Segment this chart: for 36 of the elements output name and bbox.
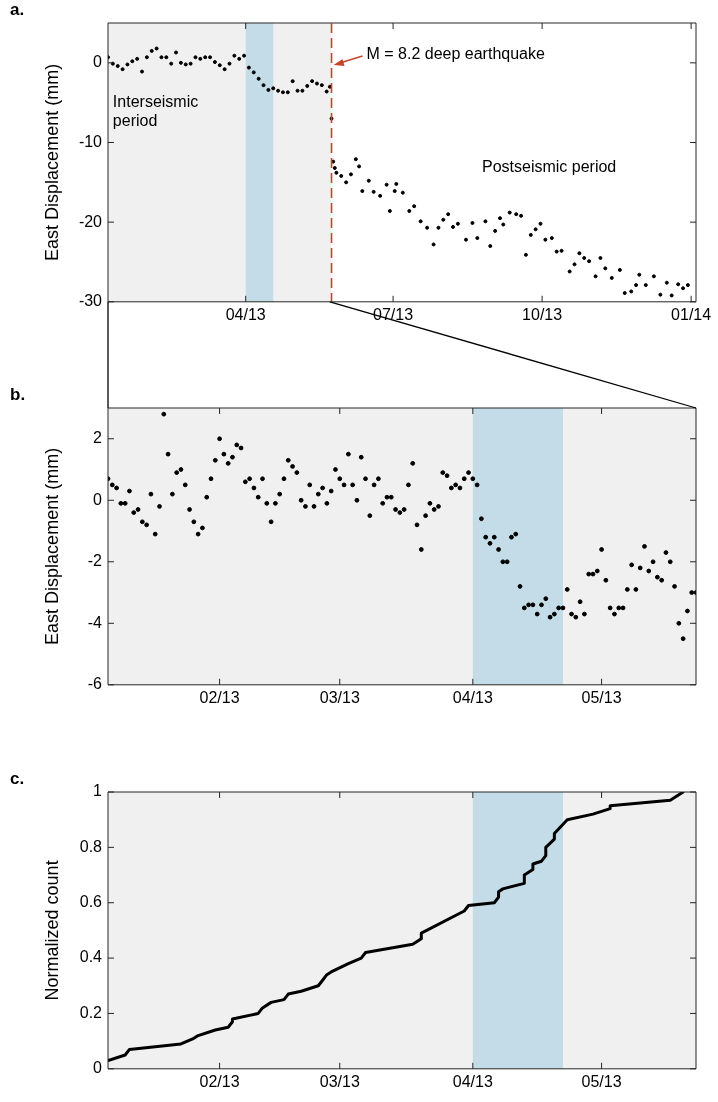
y-tick-label: -4 [87,613,103,631]
x-tick-label: 03/13 [319,688,360,706]
x-tick-label: 04/13 [452,1072,493,1090]
x-tick-label: 02/13 [199,1072,240,1090]
y-tick-label: 0.4 [79,948,103,966]
annotation: Interseismic period [112,93,199,130]
x-tick-label: 05/13 [581,688,622,706]
x-tick-label: 05/13 [581,1072,622,1090]
x-tick-label: 01/14 [671,305,712,323]
y-tick-label: -2 [87,552,103,570]
y-axis-title: East Displacement (mm) [41,63,62,261]
chart-title: c. [10,769,25,789]
y-tick-label: -6 [87,675,103,693]
y-tick-label: 0.6 [79,893,103,911]
y-tick-label: -30 [78,292,103,310]
y-tick-label: 0.2 [79,1003,103,1021]
x-tick-label: 03/13 [319,1072,360,1090]
y-tick-label: 0 [93,490,103,508]
x-tick-label: 07/13 [373,305,414,323]
y-tick-label: -20 [78,212,103,230]
y-tick-label: 1 [93,782,103,800]
y-axis-title: Normalized count [41,860,62,1001]
y-tick-label: -10 [78,132,103,150]
chart-title: b. [10,385,26,405]
x-tick-label: 04/13 [452,688,493,706]
y-tick-label: 0.8 [79,837,103,855]
y-tick-label: 2 [93,429,103,447]
ref-line-label: M = 8.2 deep earthquake [366,45,545,63]
y-tick-label: 0 [93,1059,103,1077]
annotation: Postseismic period [481,158,617,176]
x-tick-label: 10/13 [522,305,563,323]
chart-title: a. [10,0,25,20]
y-axis-title: East Displacement (mm) [41,447,62,645]
x-tick-label: 02/13 [199,688,240,706]
y-tick-label: 0 [93,53,103,71]
x-tick-label: 04/13 [225,305,266,323]
